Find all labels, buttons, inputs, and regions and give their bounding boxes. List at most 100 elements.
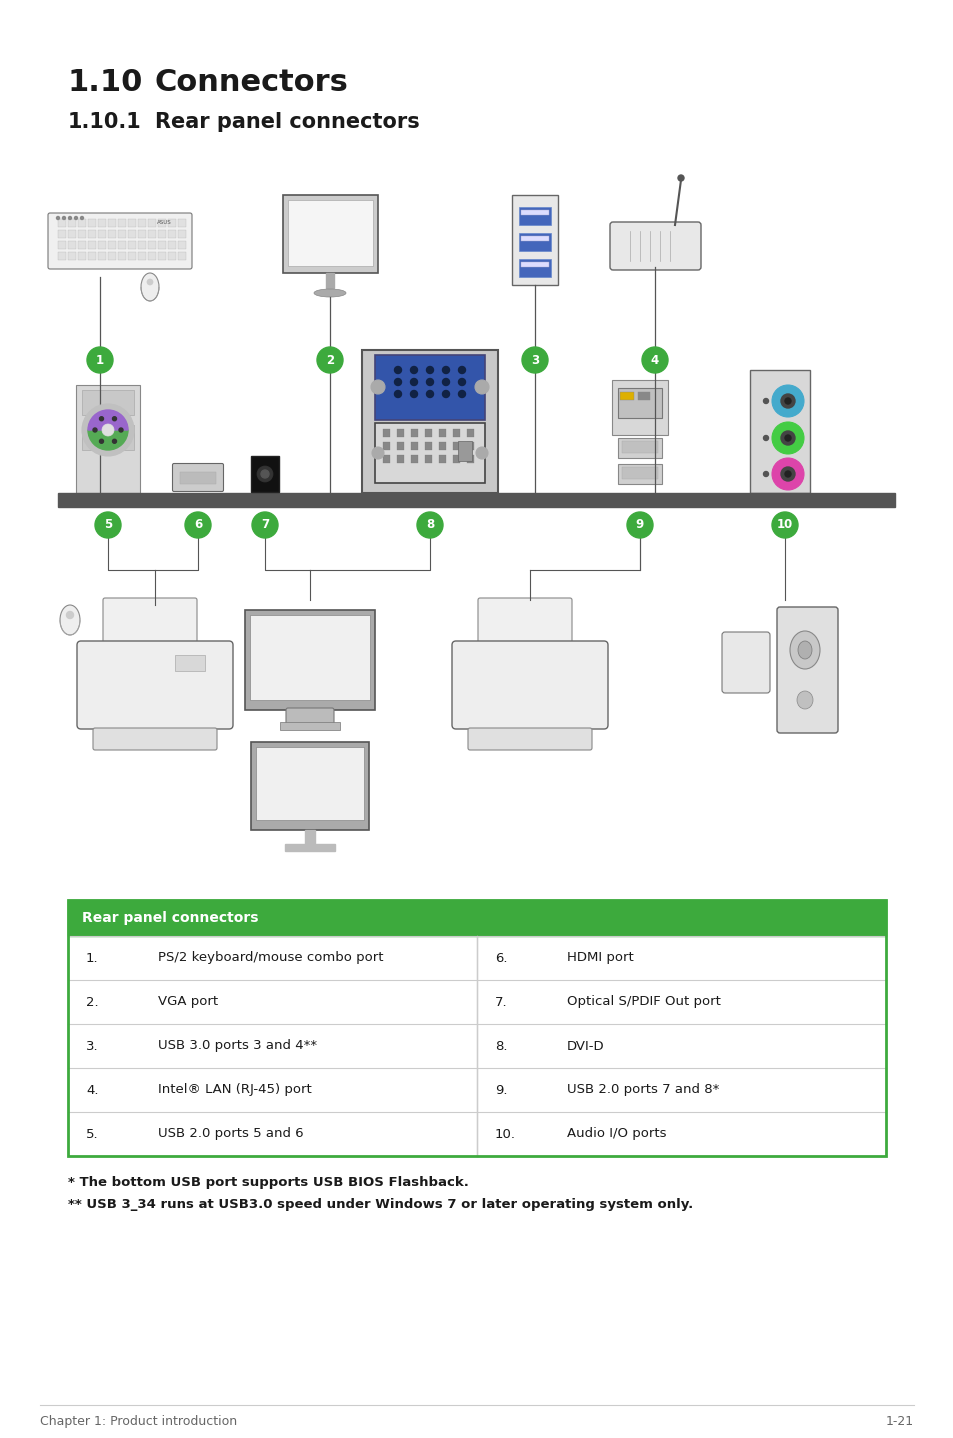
Circle shape	[252, 512, 277, 538]
Bar	[58, 230, 66, 239]
Ellipse shape	[314, 289, 346, 298]
Ellipse shape	[789, 631, 820, 669]
Bar	[98, 230, 106, 239]
Bar	[326, 273, 334, 288]
Bar	[396, 429, 403, 437]
Circle shape	[458, 378, 465, 385]
Ellipse shape	[60, 605, 80, 636]
Circle shape	[771, 512, 797, 538]
Text: Rear panel connectors: Rear panel connectors	[154, 112, 419, 132]
Bar	[283, 196, 377, 273]
Text: 3.: 3.	[86, 1040, 98, 1053]
Circle shape	[371, 380, 385, 394]
Circle shape	[762, 472, 768, 476]
Bar	[174, 654, 205, 672]
Text: USB 3.0 ports 3 and 4**: USB 3.0 ports 3 and 4**	[158, 1040, 316, 1053]
Circle shape	[626, 512, 652, 538]
Text: Intel® LAN (RJ-45) port: Intel® LAN (RJ-45) port	[158, 1083, 312, 1097]
Text: 2: 2	[326, 354, 334, 367]
Bar	[68, 252, 76, 260]
Text: 7.: 7.	[495, 995, 507, 1008]
Wedge shape	[88, 410, 128, 430]
Circle shape	[521, 347, 547, 372]
Bar	[58, 252, 66, 260]
Bar	[98, 242, 106, 249]
Bar	[88, 230, 96, 239]
Bar	[68, 900, 885, 1156]
Text: USB 2.0 ports 5 and 6: USB 2.0 ports 5 and 6	[158, 1127, 303, 1140]
FancyBboxPatch shape	[172, 463, 223, 492]
FancyBboxPatch shape	[452, 641, 607, 729]
Circle shape	[771, 457, 803, 490]
Bar	[251, 456, 278, 492]
Bar	[128, 242, 136, 249]
Bar	[76, 385, 140, 493]
Circle shape	[119, 429, 123, 431]
Circle shape	[678, 175, 683, 181]
Circle shape	[781, 431, 794, 444]
Circle shape	[316, 347, 343, 372]
Circle shape	[82, 404, 133, 456]
Bar	[424, 429, 432, 437]
Bar	[78, 252, 86, 260]
Circle shape	[147, 279, 152, 285]
Bar	[138, 252, 146, 260]
Bar	[438, 454, 446, 463]
Text: Rear panel connectors: Rear panel connectors	[82, 912, 258, 925]
Text: 1: 1	[96, 354, 104, 367]
Bar	[128, 219, 136, 227]
Bar	[382, 454, 390, 463]
Bar	[128, 252, 136, 260]
Bar	[88, 219, 96, 227]
Bar	[411, 441, 417, 450]
FancyBboxPatch shape	[776, 607, 837, 733]
Text: * The bottom USB port supports USB BIOS Flashback.: * The bottom USB port supports USB BIOS …	[68, 1176, 468, 1189]
FancyBboxPatch shape	[468, 728, 592, 751]
Bar	[158, 219, 166, 227]
Circle shape	[261, 470, 269, 477]
FancyBboxPatch shape	[103, 598, 196, 657]
Bar	[612, 380, 667, 436]
Bar	[382, 429, 390, 437]
Wedge shape	[88, 430, 128, 450]
Bar	[245, 610, 375, 710]
Bar	[382, 441, 390, 450]
Text: 7: 7	[261, 519, 269, 532]
Bar	[518, 233, 551, 252]
Bar	[438, 441, 446, 450]
Circle shape	[442, 367, 449, 374]
Bar	[453, 454, 459, 463]
Bar	[118, 252, 126, 260]
Bar	[168, 242, 175, 249]
Bar	[619, 393, 634, 400]
Circle shape	[395, 378, 401, 385]
Bar	[68, 242, 76, 249]
Bar	[618, 464, 661, 485]
Bar	[638, 393, 649, 400]
Bar	[158, 230, 166, 239]
Text: 2.: 2.	[86, 995, 98, 1008]
Text: 1-21: 1-21	[885, 1415, 913, 1428]
Bar	[178, 252, 186, 260]
Bar	[58, 242, 66, 249]
Circle shape	[784, 398, 790, 404]
Bar	[255, 746, 364, 820]
Circle shape	[762, 398, 768, 404]
Bar	[88, 242, 96, 249]
Bar	[78, 242, 86, 249]
Bar	[118, 230, 126, 239]
Bar	[467, 454, 474, 463]
Bar	[618, 388, 661, 418]
Text: HDMI port: HDMI port	[566, 952, 633, 965]
Circle shape	[771, 385, 803, 417]
Circle shape	[99, 417, 103, 421]
Circle shape	[56, 217, 59, 220]
Text: 6.: 6.	[495, 952, 507, 965]
Text: 10.: 10.	[495, 1127, 516, 1140]
Bar	[424, 441, 432, 450]
Bar	[148, 242, 156, 249]
Bar	[78, 230, 86, 239]
Text: 1.: 1.	[86, 952, 98, 965]
Circle shape	[95, 512, 121, 538]
Circle shape	[112, 439, 116, 443]
